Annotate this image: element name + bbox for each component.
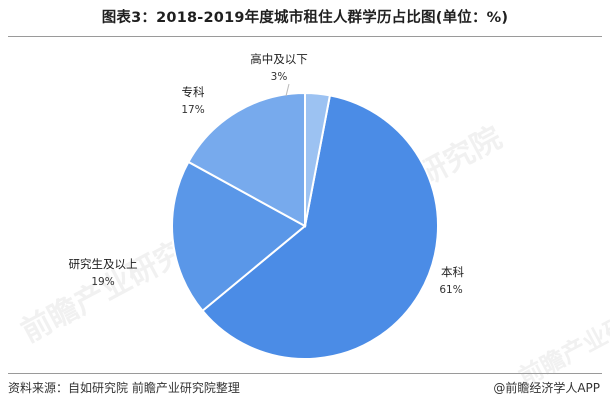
- slice-labels: 本科 61% 研究生及以上 19% 专科 17% 高中及以下 3%: [69, 52, 465, 296]
- slice-label-3: 专科: [182, 85, 205, 99]
- leader-lines: [285, 83, 290, 97]
- slice-percent-4: 3%: [271, 71, 288, 83]
- top-divider: [8, 36, 602, 37]
- footer-source: 资料来源：自如研究院 前瞻产业研究院整理: [8, 381, 240, 395]
- pie-slice-1: [201, 94, 439, 360]
- slice-percent-3: 17%: [181, 104, 204, 116]
- slice-label-2: 研究生及以上: [69, 257, 138, 271]
- pie-slice-4: [304, 91, 332, 227]
- slice-percent-2: 19%: [91, 276, 114, 288]
- footer-brand: @前瞻经济学人APP: [493, 381, 600, 395]
- pie-slice-3: [187, 91, 306, 228]
- bottom-divider: [8, 373, 602, 374]
- chart-title: 图表3：2018-2019年度城市租住人群学历占比图(单位：%): [101, 10, 509, 26]
- slice-percent-1: 61%: [439, 284, 462, 296]
- slice-label-1: 本科: [441, 265, 464, 279]
- pie-slices: [171, 91, 439, 360]
- leader-line-small-slice: [285, 83, 290, 97]
- pie-slice-2: [171, 160, 307, 313]
- slice-label-4: 高中及以下: [250, 52, 308, 66]
